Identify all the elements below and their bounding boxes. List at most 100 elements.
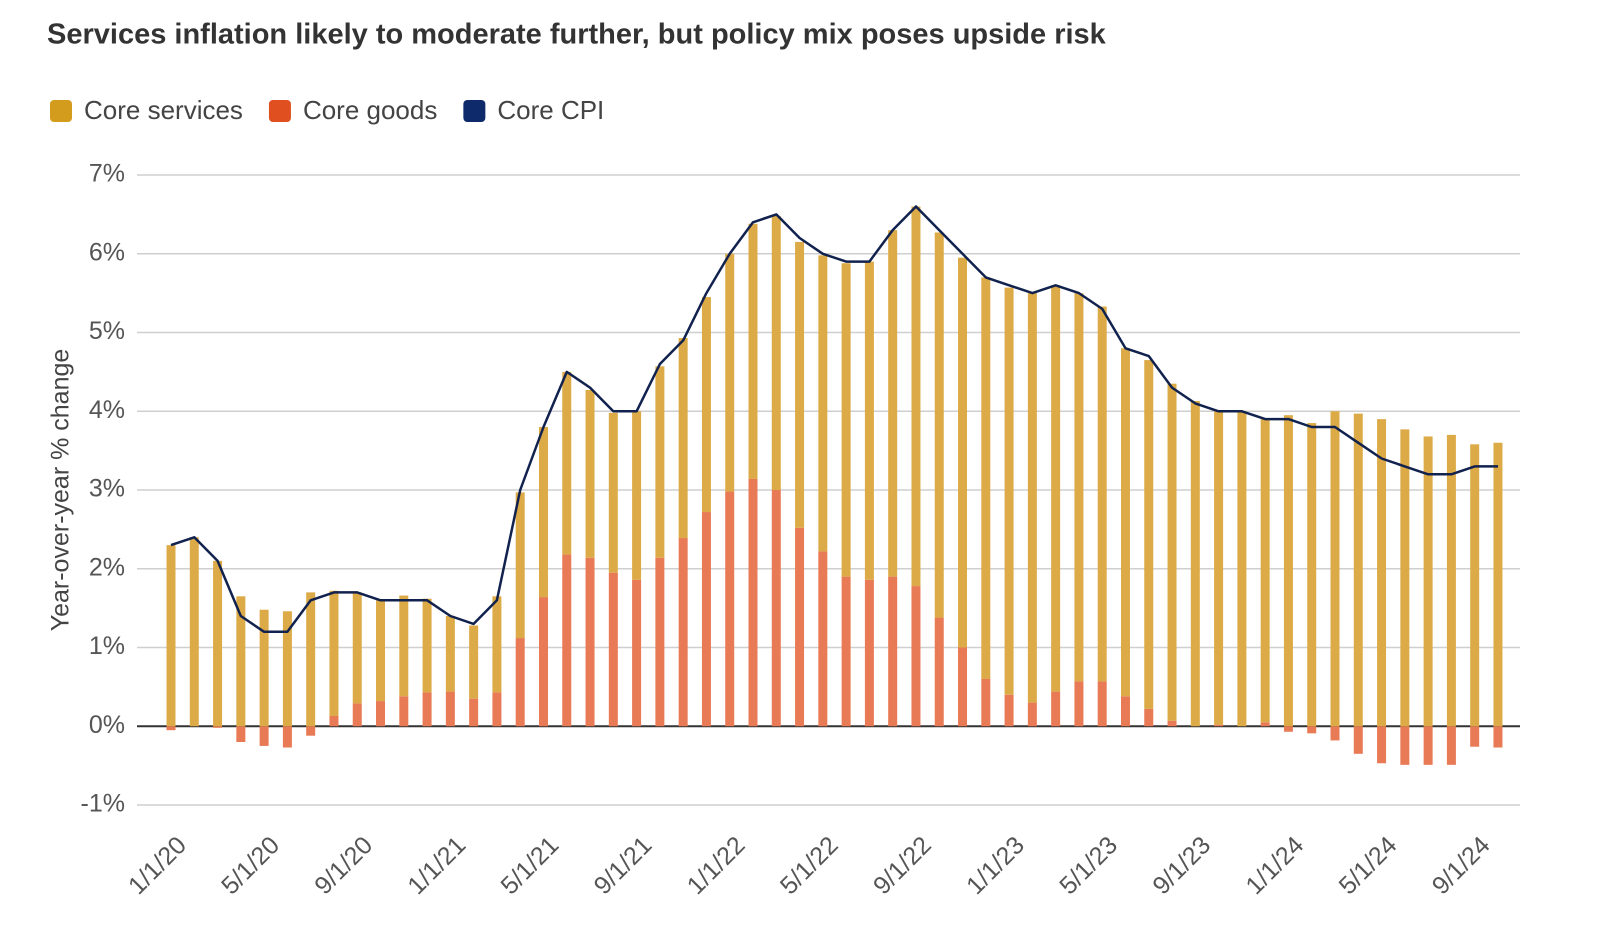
bar-segment xyxy=(166,726,176,731)
y-tick-label: 2% xyxy=(89,553,125,581)
bar-segment xyxy=(1027,293,1037,703)
x-tick-label: 9/1/20 xyxy=(309,831,378,900)
bar-segment xyxy=(1167,383,1177,721)
bar-segment xyxy=(1446,726,1456,765)
y-tick-label: 3% xyxy=(89,475,125,503)
bar-segment xyxy=(655,366,665,558)
bar-segment xyxy=(1307,423,1317,727)
legend-label: Core goods xyxy=(303,95,437,125)
bar-segment xyxy=(981,679,991,727)
x-tick-label: 1/1/20 xyxy=(123,831,192,900)
x-tick-label: 5/1/21 xyxy=(495,831,564,900)
bar-segment xyxy=(1120,696,1130,727)
legend-swatch xyxy=(463,100,486,122)
x-tick-label: 1/1/23 xyxy=(961,831,1030,900)
bar-segment xyxy=(282,726,292,748)
bar-segment xyxy=(981,277,991,679)
bar-segment xyxy=(1051,691,1061,727)
bar-segment xyxy=(678,338,688,539)
bar-segment xyxy=(911,206,921,587)
bar-segment xyxy=(771,490,781,727)
x-tick-label: 9/1/24 xyxy=(1427,831,1496,900)
x-tick-label: 9/1/23 xyxy=(1147,831,1216,900)
bar-segment xyxy=(864,261,874,580)
bar-segment xyxy=(934,232,944,618)
bar-segment xyxy=(213,560,223,727)
legend-label: Core services xyxy=(84,95,243,125)
y-tick-label: 6% xyxy=(89,238,125,266)
bar-segment xyxy=(469,625,479,699)
bar-segment xyxy=(632,411,642,580)
bar-segment xyxy=(725,253,735,492)
bar-segment xyxy=(259,726,269,746)
bar-segment xyxy=(1237,411,1247,727)
bar-segment xyxy=(771,215,781,490)
y-tick-label: -1% xyxy=(81,790,125,818)
bar-segment xyxy=(445,691,455,727)
bar-segment xyxy=(888,576,898,727)
bar-segment xyxy=(1260,419,1270,723)
bar-segment xyxy=(1423,726,1433,765)
legend-swatch xyxy=(50,100,72,122)
bar-segment xyxy=(1353,413,1363,727)
bar-segment xyxy=(795,241,805,528)
bar-segment xyxy=(1190,401,1200,727)
bar-segment xyxy=(259,609,269,727)
bar-segment xyxy=(1144,708,1154,727)
bar-segment xyxy=(795,527,805,727)
x-tick-label: 1/1/21 xyxy=(402,831,471,900)
bar-segment xyxy=(1330,726,1340,741)
bar-segment xyxy=(958,647,968,727)
bar-segment xyxy=(1493,442,1503,727)
bar-segment xyxy=(329,716,339,727)
bar-segment xyxy=(1004,287,1014,695)
bar-segment xyxy=(213,726,223,728)
bar-segment xyxy=(748,478,758,727)
bar-segment xyxy=(166,545,176,727)
bar-segment xyxy=(934,617,944,727)
bar-segment xyxy=(1400,726,1410,765)
bar-segment xyxy=(236,726,246,742)
bar-segment xyxy=(1214,411,1224,725)
bar-segment xyxy=(306,592,316,727)
bar-segment xyxy=(585,389,595,558)
bar-segment xyxy=(306,726,316,736)
bar-segment xyxy=(376,600,386,702)
bar-segment xyxy=(1470,726,1480,747)
y-tick-label: 5% xyxy=(89,317,125,345)
legend-swatch xyxy=(268,100,291,122)
x-tick-label: 1/1/24 xyxy=(1240,831,1309,900)
x-tick-label: 5/1/24 xyxy=(1334,831,1403,900)
bar-segment xyxy=(1004,694,1014,727)
bar-segment xyxy=(701,512,711,727)
chart-title: Services inflation likely to moderate fu… xyxy=(47,19,1107,51)
legend-label: Core CPI xyxy=(497,95,604,125)
bar-segment xyxy=(1377,419,1387,727)
bar-segment xyxy=(422,692,432,727)
bar-segment xyxy=(911,586,921,727)
bar-segment xyxy=(352,703,362,727)
bar-segment xyxy=(399,595,409,697)
bar-segment xyxy=(538,427,548,598)
bar-segment xyxy=(655,557,665,727)
bar-segment xyxy=(1260,722,1270,727)
y-tick-label: 1% xyxy=(89,632,125,660)
bar-segment xyxy=(1074,681,1084,727)
bar-segment xyxy=(329,590,339,717)
bar-segment xyxy=(818,551,828,727)
bar-segment xyxy=(608,572,618,727)
bar-segment xyxy=(1027,702,1037,727)
bar-segment xyxy=(445,616,455,692)
bar-segment xyxy=(1470,444,1480,727)
bar-segment xyxy=(1330,411,1340,727)
bar-segment xyxy=(562,371,572,555)
bar-segment xyxy=(841,263,851,577)
bar-segment xyxy=(1144,360,1154,709)
bar-segment xyxy=(1074,293,1084,682)
bar-segment xyxy=(352,592,362,704)
bar-segment xyxy=(515,492,525,639)
x-tick-label: 5/1/22 xyxy=(775,831,844,900)
bar-segment xyxy=(888,230,898,577)
bar-segment xyxy=(189,537,199,727)
